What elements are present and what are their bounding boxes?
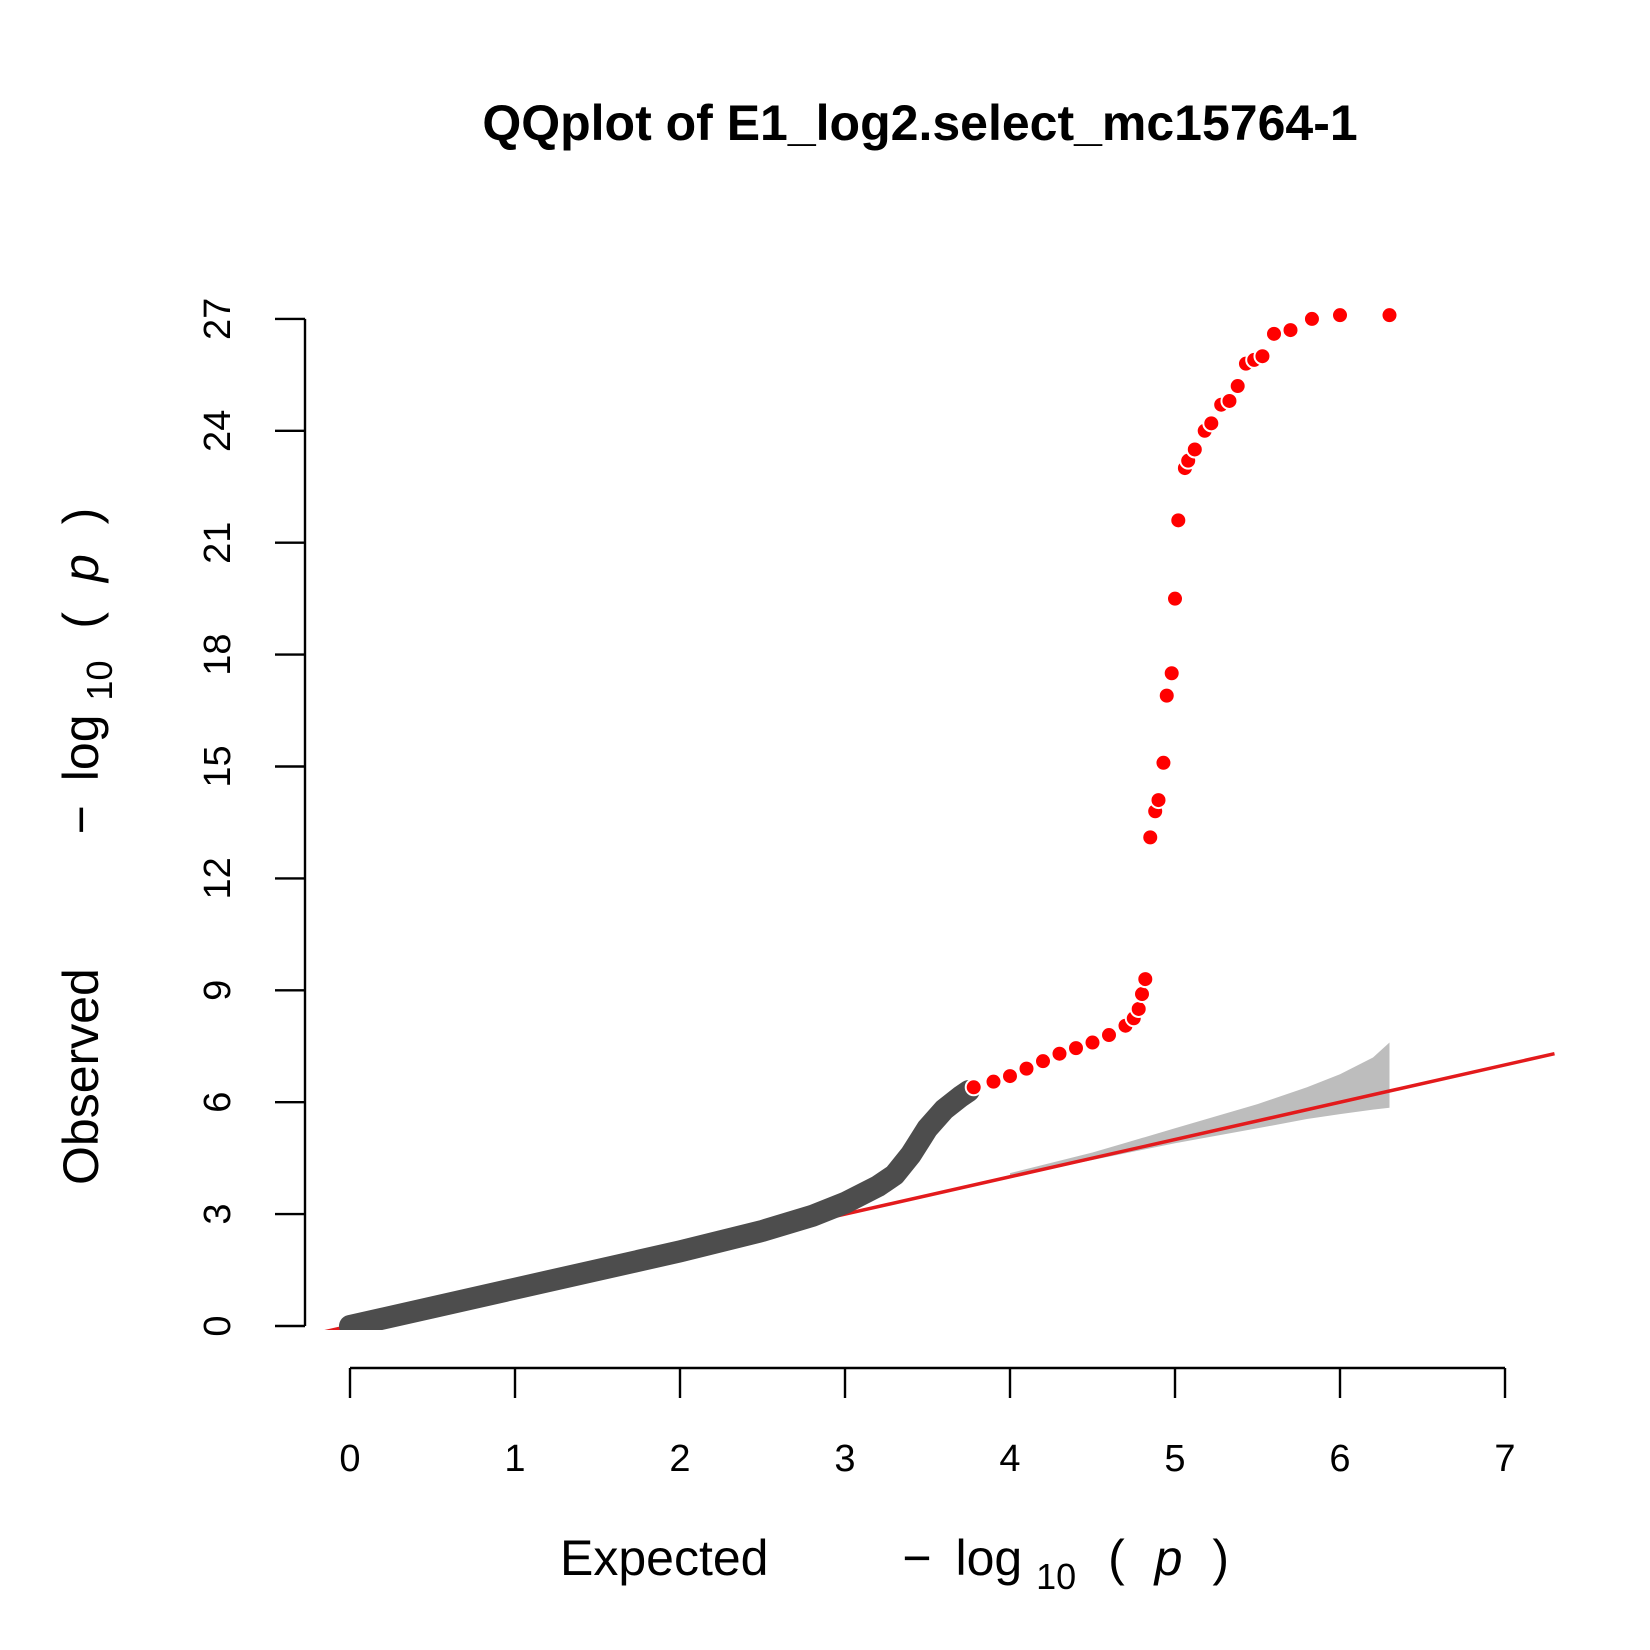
null-points-curve (339, 1080, 980, 1330)
y-tick-label: 6 (197, 1092, 239, 1113)
x-tick-label: 0 (339, 1438, 360, 1480)
significant-point (1166, 589, 1184, 608)
x-tick-label: 4 (999, 1438, 1020, 1480)
significant-point (1100, 1026, 1118, 1045)
x-tick-label: 5 (1164, 1438, 1185, 1480)
x-axis-label-p: p (1153, 1530, 1183, 1586)
x-axis-label-log: log (956, 1530, 1023, 1586)
y-tick-label: 15 (197, 745, 239, 787)
significant-point (1017, 1059, 1036, 1078)
significant-point (1265, 324, 1283, 343)
y-axis-label-close: ) (53, 508, 109, 525)
y-tick-label: 24 (197, 410, 239, 452)
significant-point (1185, 440, 1204, 459)
significant-point (1302, 309, 1321, 328)
significant-point (1162, 664, 1181, 683)
significant-points (964, 306, 1399, 1097)
x-tick-label: 6 (1329, 1438, 1350, 1480)
x-axis-label-sub: 10 (1036, 1556, 1076, 1597)
x-axis-label-open: ( (1108, 1530, 1125, 1586)
y-tick-label: 18 (197, 633, 239, 675)
y-tick-label: 21 (197, 522, 239, 564)
significant-point (1154, 753, 1173, 772)
x-axis-label-close: ) (1212, 1530, 1229, 1586)
x-tick-label: 2 (669, 1438, 690, 1480)
significant-point (1133, 985, 1151, 1004)
y-tick-label: 9 (197, 980, 239, 1001)
plot-area (324, 306, 1555, 1330)
significant-point (1331, 306, 1349, 325)
significant-point (1253, 347, 1272, 366)
significant-point (1001, 1067, 1019, 1086)
y-tick-label: 27 (197, 298, 239, 340)
x-tick-label: 1 (504, 1438, 525, 1480)
y-axis-label-p: p (53, 554, 109, 584)
confidence-band (1010, 1042, 1390, 1177)
significant-point (1202, 414, 1221, 433)
significant-point (1149, 791, 1168, 810)
significant-point (1141, 828, 1160, 847)
y-tick-label: 12 (197, 857, 239, 899)
significant-point (1380, 306, 1399, 325)
significant-point (1228, 377, 1247, 396)
y-axis-label-log: log (53, 714, 109, 781)
y-tick-label: 0 (197, 1315, 239, 1336)
y-axis-label: Observed − log 10 ( p ) (53, 508, 123, 1185)
significant-point (1129, 999, 1148, 1018)
y-axis-label-open: ( (53, 612, 109, 629)
x-tick-label: 3 (834, 1438, 855, 1480)
significant-point (1083, 1033, 1102, 1052)
x-axis: 0 1 2 3 4 5 6 7 (339, 1366, 1516, 1480)
significant-point (984, 1072, 1003, 1091)
significant-point (964, 1078, 983, 1097)
chart-title: QQplot of E1_log2.select_mc15764-1 (482, 95, 1357, 151)
y-tick-label: 3 (197, 1204, 239, 1225)
x-axis-label: Expected − log 10 ( p ) (560, 1530, 1229, 1600)
significant-point (1157, 686, 1176, 705)
y-axis-label-sub: 10 (79, 661, 120, 701)
y-axis-label-word: Observed (53, 968, 109, 1185)
x-axis-label-word: Expected (560, 1530, 768, 1586)
x-tick-label: 7 (1494, 1438, 1515, 1480)
significant-point (1281, 321, 1300, 340)
significant-point (1169, 511, 1188, 530)
y-axis: 0 3 6 9 12 15 18 21 24 27 (197, 298, 307, 1337)
significant-point (1034, 1052, 1052, 1071)
significant-point (1050, 1044, 1069, 1063)
y-axis-label-minus: − (53, 805, 109, 834)
x-axis-label-minus: − (902, 1530, 931, 1586)
significant-point (1067, 1039, 1085, 1058)
significant-point (1220, 391, 1239, 410)
significant-point (1136, 970, 1155, 989)
